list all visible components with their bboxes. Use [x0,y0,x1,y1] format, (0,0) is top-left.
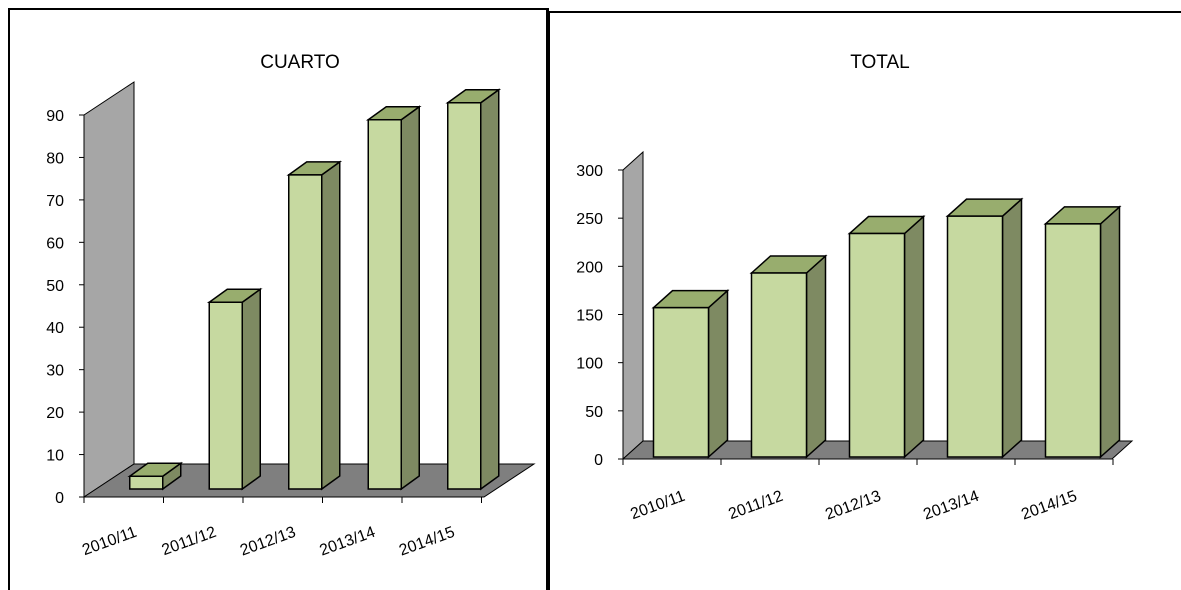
cuarto-bar-2013-14 [365,105,422,491]
cuarto-x-category-label: 2010/11 [80,524,139,559]
total-x-category-label: 2012/13 [823,488,883,524]
total-y-tick-label: 250 [576,211,603,228]
chart-total: TOTAL 0 50 100 150 200 250 300 2010/11 2011/12 201… [576,52,1134,524]
cuarto-y-tick-label: 20 [46,405,64,422]
cuarto-y-tick-label: 50 [46,278,64,295]
cuarto-x-category-label: 2011/12 [160,524,219,559]
cuarto-back-wall [83,81,135,498]
total-x-category-label: 2010/11 [628,488,687,523]
total-bar-2014-15 [1043,205,1122,459]
cuarto-y-tick-label: 60 [46,235,64,252]
total-y-tick-label: 150 [576,308,603,325]
cuarto-chart-title: CUARTO [260,52,340,73]
total-chart-title: TOTAL [850,52,909,73]
cuarto-x-category-label: 2012/13 [238,524,298,560]
total-y-tick-label: 300 [576,163,603,180]
cuarto-x-category-label: 2013/14 [317,524,377,560]
cuarto-y-tick-label: 70 [46,193,64,210]
total-y-tick-label: 100 [576,356,603,373]
cuarto-bar-2010-11 [127,461,184,491]
chart-cuarto: CUARTO 0 10 20 30 40 50 60 70 80 90 2010/11 2011/12 2… [46,52,536,560]
total-y-tick-label: 0 [594,452,603,469]
total-x-category-label: 2011/12 [726,488,785,523]
total-bar-2011-12 [749,254,828,459]
cuarto-x-category-label: 2014/15 [397,524,457,560]
cuarto-y-tick-label: 0 [55,490,64,507]
cuarto-y-tick-label: 90 [46,108,64,125]
cuarto-bar-2014-15 [445,88,502,491]
cuarto-y-tick-label: 30 [46,363,64,380]
total-bar-2012-13 [847,214,926,459]
cuarto-y-tick-label: 80 [46,150,64,167]
cuarto-bar-2011-12 [206,287,263,491]
total-bar-2010-11 [651,289,730,459]
cuarto-y-tick-label: 10 [46,448,64,465]
total-x-category-label: 2014/15 [1019,488,1079,524]
total-bar-2013-14 [945,197,1024,459]
total-back-wall [622,150,644,461]
total-y-tick-label: 200 [576,259,603,276]
total-x-category-label: 2013/14 [921,488,981,524]
cuarto-bar-2012-13 [286,160,343,491]
cuarto-y-tick-label: 40 [46,320,64,337]
total-y-tick-label: 50 [585,404,603,421]
